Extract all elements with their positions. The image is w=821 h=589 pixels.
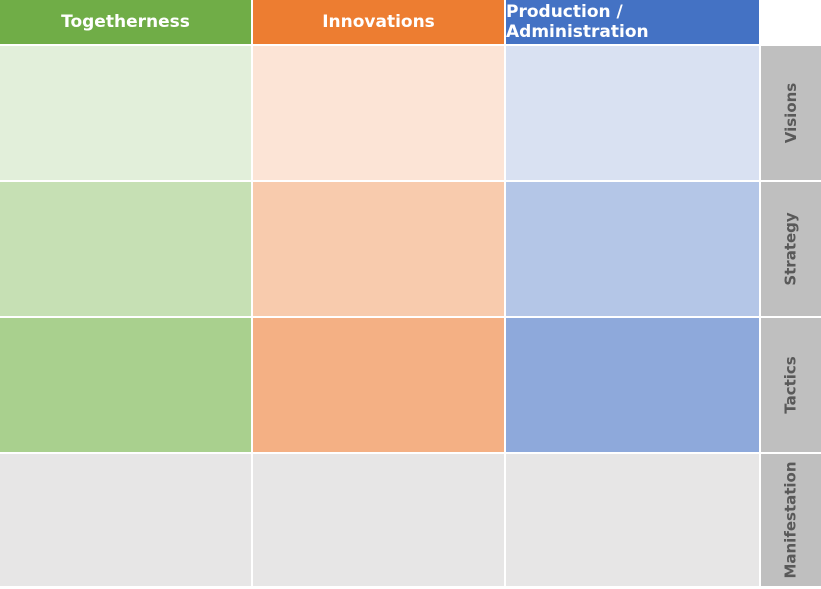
row-label-strategy-text: Strategy [782,212,801,286]
cell-tactics-togetherness [0,318,251,452]
row-label-manifestation-text: Manifestation [782,461,800,579]
cell-visions-production [506,46,759,180]
column-header-togetherness: Togetherness [0,0,251,44]
row-label-tactics: Tactics [761,318,821,452]
cell-tactics-innovations [253,318,504,452]
cell-manifestation-production [506,454,759,586]
cell-tactics-production [506,318,759,452]
cell-manifestation-innovations [253,454,504,586]
cell-strategy-togetherness [0,182,251,316]
column-header-innovations: Innovations [253,0,504,44]
row-label-strategy: Strategy [761,182,821,316]
cell-strategy-production [506,182,759,316]
row-label-visions: Visions [761,46,821,180]
row-label-manifestation: Manifestation [761,454,821,586]
cell-strategy-innovations [253,182,504,316]
row-label-tactics-text: Tactics [781,356,800,414]
cell-visions-togetherness [0,46,251,180]
column-header-production-administration: Production / Administration [506,0,759,44]
cell-manifestation-togetherness [0,454,251,586]
row-label-visions-text: Visions [782,82,800,144]
cell-visions-innovations [253,46,504,180]
